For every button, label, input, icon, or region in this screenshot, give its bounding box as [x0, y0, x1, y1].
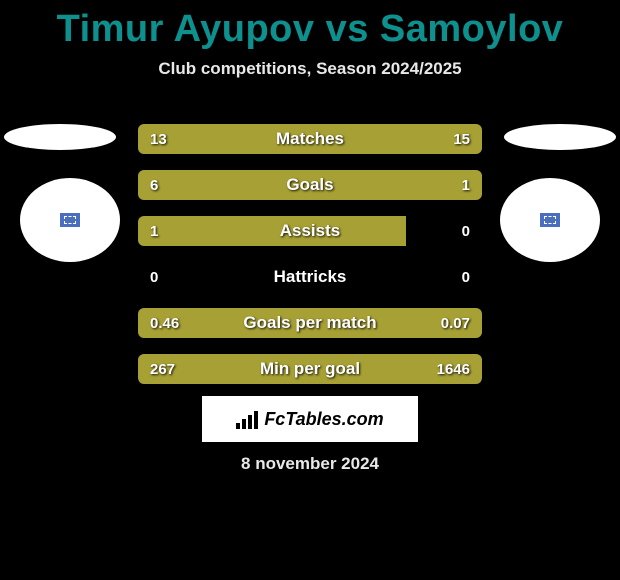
brand-text: FcTables.com — [264, 409, 383, 430]
bar-gap — [138, 262, 482, 292]
page-subtitle: Club competitions, Season 2024/2025 — [0, 59, 620, 79]
bar-left-fill — [138, 124, 296, 154]
comparison-bar-row: Goals61 — [138, 170, 482, 200]
brand-badge: FcTables.com — [202, 396, 418, 442]
bar-track — [138, 216, 482, 246]
bar-track — [138, 262, 482, 292]
flag-icon — [540, 213, 560, 227]
brand-bars-icon — [236, 409, 258, 429]
bar-left-fill — [138, 308, 482, 338]
bar-left-fill — [138, 170, 399, 200]
comparison-bar-row: Goals per match0.460.07 — [138, 308, 482, 338]
bar-left-fill — [138, 354, 482, 384]
player-right-avatar — [500, 178, 600, 262]
bar-left-fill — [138, 216, 406, 246]
comparison-bar-row: Assists10 — [138, 216, 482, 246]
comparison-bars: Matches1315 Goals61 Assists10 Hattricks00 Go… — [138, 124, 482, 400]
bar-track — [138, 124, 482, 154]
comparison-bar-row: Min per goal2671646 — [138, 354, 482, 384]
player-right-logo-placeholder — [504, 124, 616, 150]
bar-right-fill — [296, 124, 482, 154]
player-left-logo-placeholder — [4, 124, 116, 150]
bar-track — [138, 308, 482, 338]
player-left-avatar — [20, 178, 120, 262]
flag-icon — [60, 213, 80, 227]
bar-right-fill — [399, 170, 482, 200]
page-title: Timur Ayupov vs Samoylov — [0, 0, 620, 51]
footer-date: 8 november 2024 — [0, 454, 620, 474]
bar-track — [138, 170, 482, 200]
comparison-bar-row: Matches1315 — [138, 124, 482, 154]
bar-gap — [406, 216, 482, 246]
bar-track — [138, 354, 482, 384]
comparison-bar-row: Hattricks00 — [138, 262, 482, 292]
